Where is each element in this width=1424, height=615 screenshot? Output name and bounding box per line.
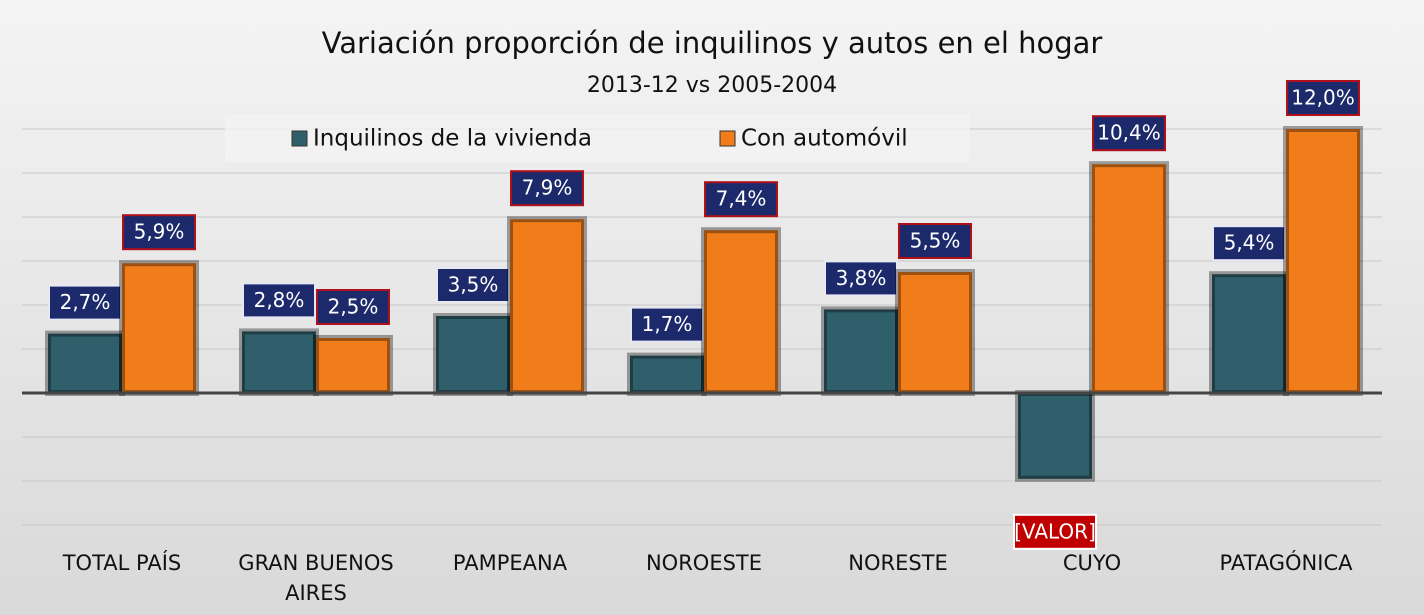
legend-swatch xyxy=(291,130,308,147)
chart-subtitle: 2013-12 vs 2005-2004 xyxy=(587,73,837,98)
bar-face xyxy=(520,229,574,383)
chart-title: Variación proporción de inquilinos y aut… xyxy=(322,26,1103,60)
bar-face xyxy=(834,319,888,383)
legend-label: Inquilinos de la vivienda xyxy=(313,126,592,152)
x-tick-label: NORESTE xyxy=(848,551,948,575)
bar-face xyxy=(640,365,694,383)
bar-face xyxy=(1102,174,1156,383)
x-tick-label: NOROESTE xyxy=(645,551,763,575)
value-label-box xyxy=(824,260,898,297)
value-label-box xyxy=(1092,115,1166,152)
bar-face xyxy=(132,273,186,383)
value-label-box xyxy=(1286,80,1360,116)
value-label: 7,9% xyxy=(522,176,573,200)
bar-face xyxy=(908,282,962,383)
value-label-box xyxy=(1013,513,1097,550)
value-label-box xyxy=(898,223,972,259)
x-tick-label: GRAN BUENOS AIRES xyxy=(238,551,394,605)
value-label: 3,8% xyxy=(836,266,887,290)
value-label-box xyxy=(436,267,510,303)
value-label-box xyxy=(1212,225,1286,262)
legend-label: Con automóvil xyxy=(741,126,908,152)
value-label: 5,5% xyxy=(910,229,961,253)
value-label-box xyxy=(48,284,122,321)
value-label-box xyxy=(630,306,704,343)
value-label: 7,4% xyxy=(716,187,767,211)
bar-face xyxy=(446,326,500,383)
value-label: [VALOR] xyxy=(1014,519,1096,543)
value-label-box xyxy=(316,289,390,325)
x-tick-label: PATAGÓNICA xyxy=(1219,551,1353,575)
value-label-box xyxy=(510,170,584,207)
value-label-box xyxy=(122,214,196,251)
bar-face xyxy=(326,348,380,383)
legend-box xyxy=(225,114,970,162)
value-label: 1,7% xyxy=(642,312,693,336)
bar-face xyxy=(58,343,112,383)
value-label-box xyxy=(704,181,778,218)
bar-face xyxy=(1222,284,1276,383)
value-label: 3,5% xyxy=(448,273,499,297)
value-label: 12,0% xyxy=(1291,86,1355,110)
bar-face xyxy=(714,240,768,383)
x-tick-label: PAMPEANA xyxy=(452,551,568,575)
value-label: 2,8% xyxy=(254,288,305,312)
legend-swatch xyxy=(719,130,736,147)
x-tick-label: CUYO xyxy=(1062,551,1122,575)
x-tick-label: TOTAL PAÍS xyxy=(62,551,182,575)
bar-face xyxy=(1296,139,1350,383)
value-label: 2,7% xyxy=(60,290,111,314)
bar-face xyxy=(252,341,306,383)
bar-face xyxy=(1028,403,1082,469)
value-label: 10,4% xyxy=(1097,121,1161,145)
value-label: 5,4% xyxy=(1224,231,1275,255)
value-label: 2,5% xyxy=(328,295,379,319)
value-label-box xyxy=(242,282,316,319)
value-label: 5,9% xyxy=(134,220,185,244)
